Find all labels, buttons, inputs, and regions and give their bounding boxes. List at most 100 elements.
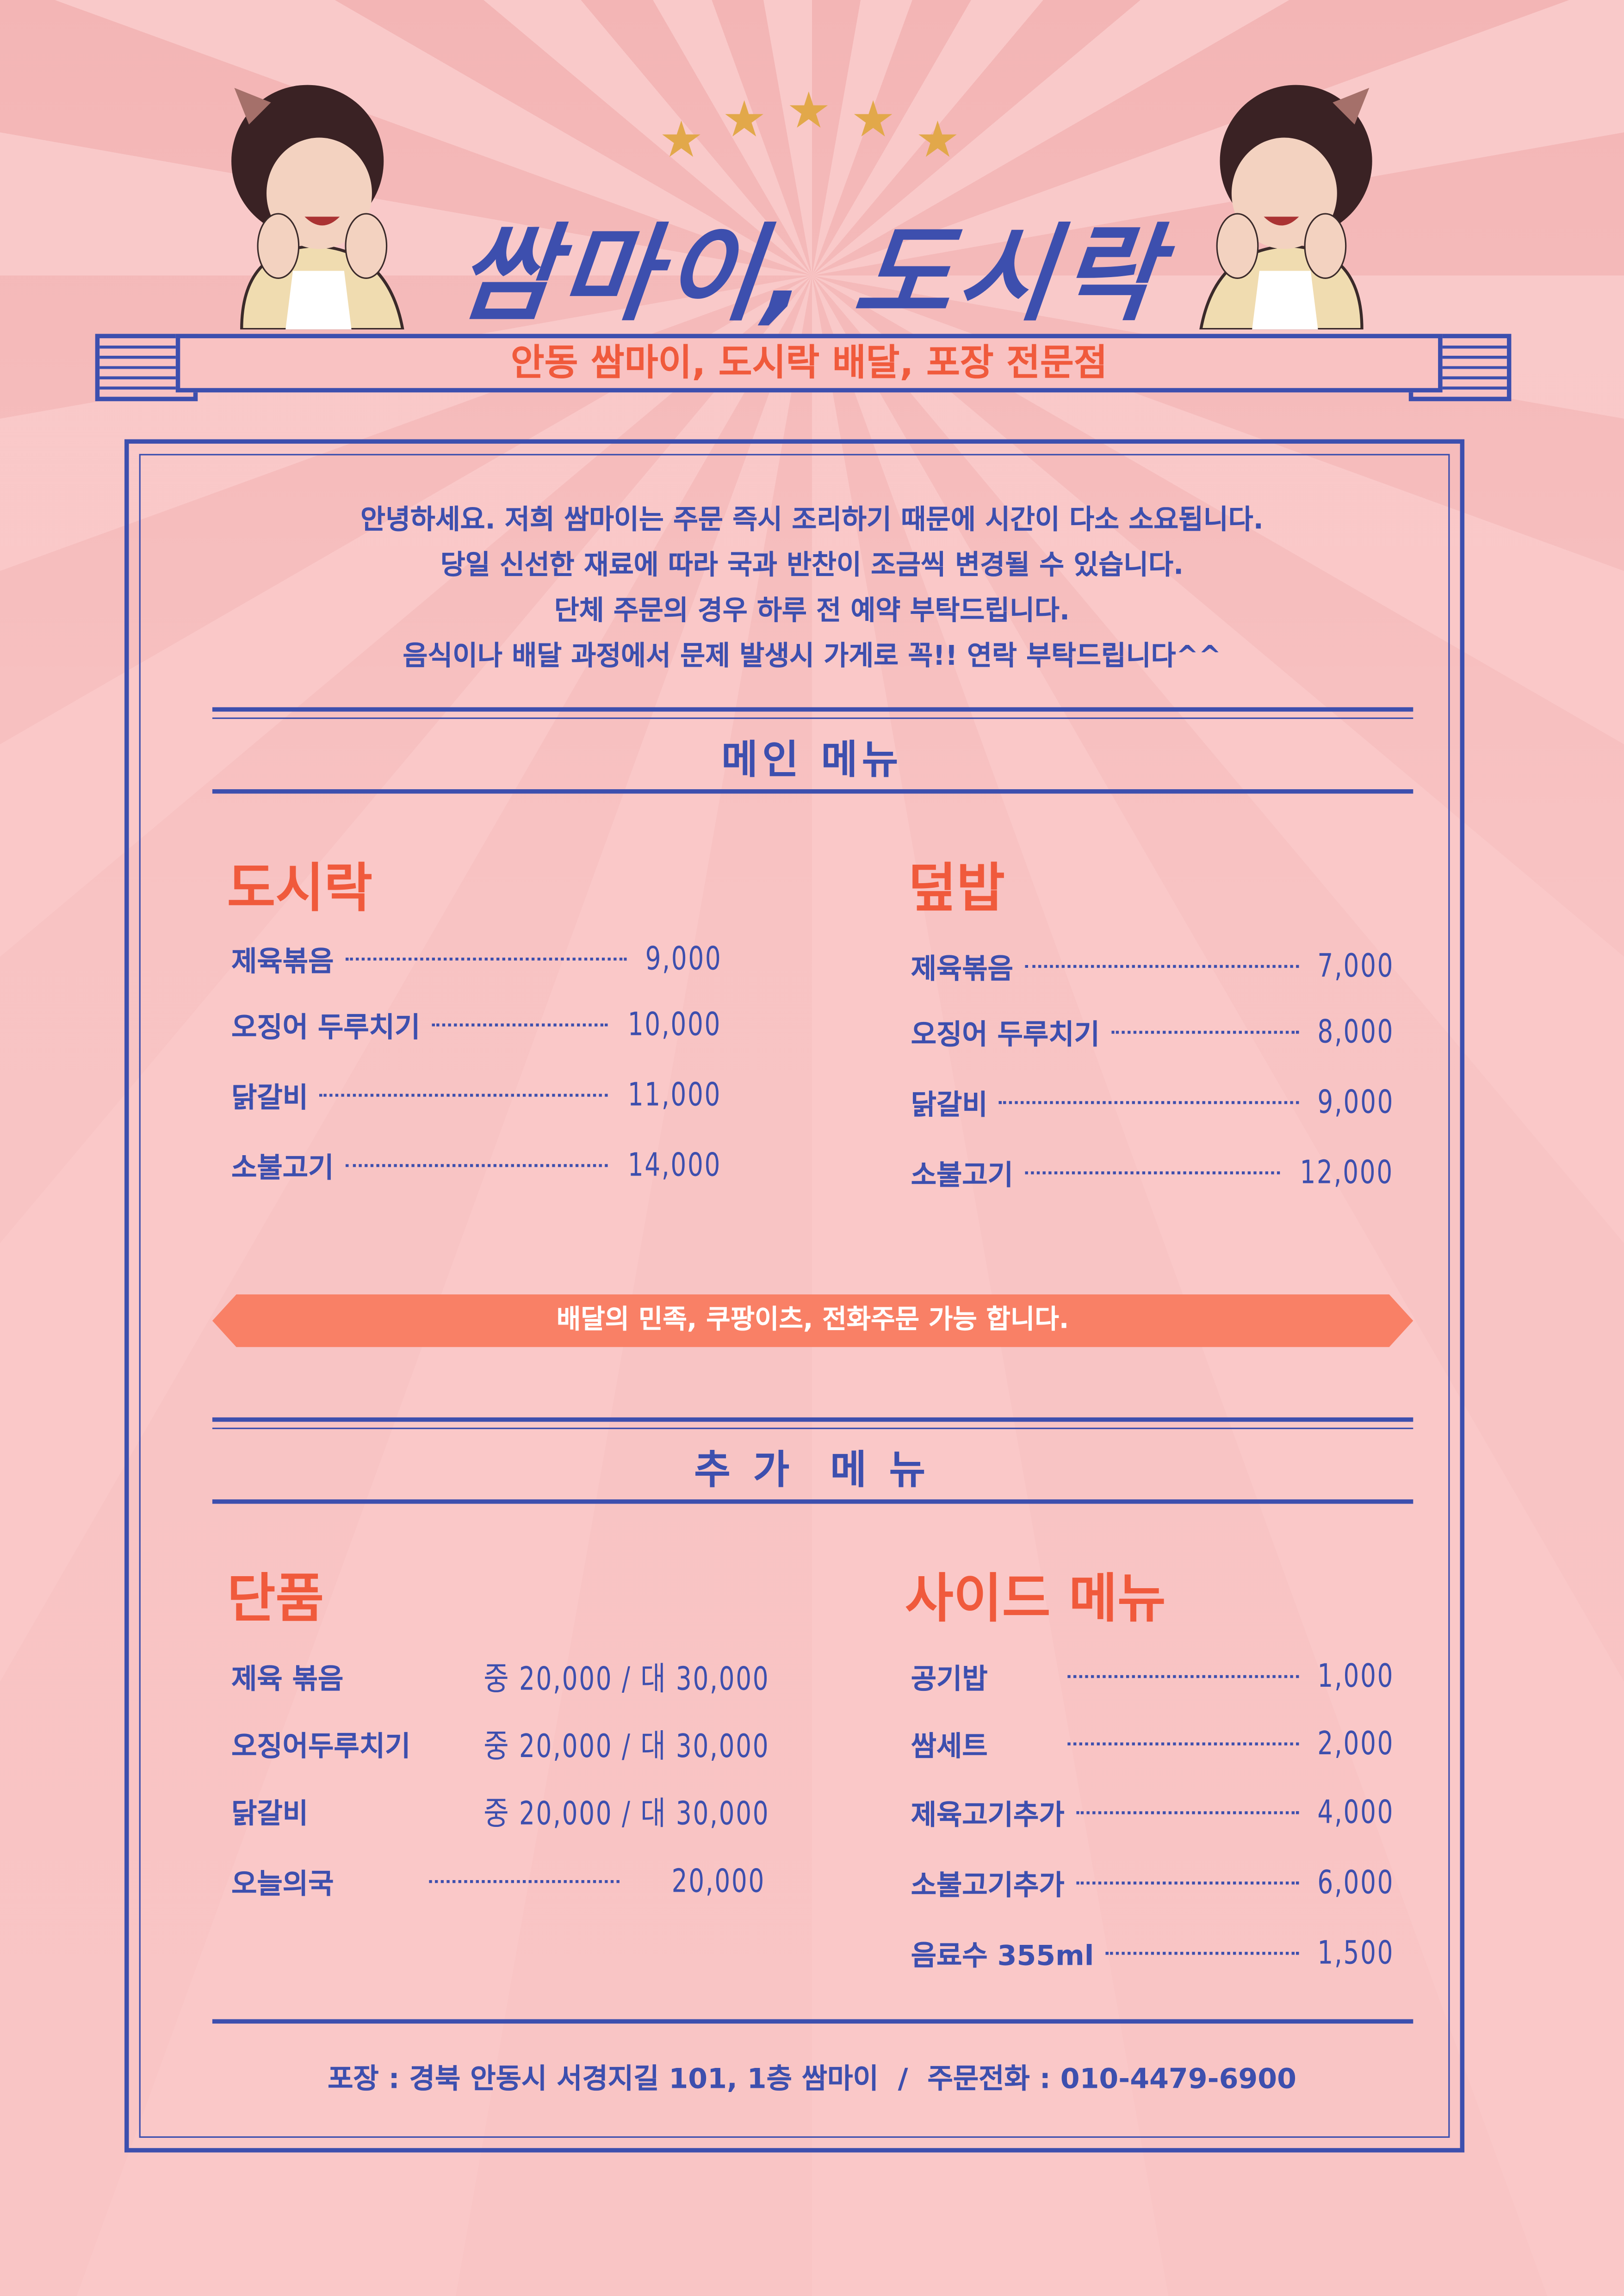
item-price: 10,000 xyxy=(627,1007,721,1044)
dot-leader xyxy=(1111,1031,1300,1034)
star-icon: ★ xyxy=(722,91,767,149)
deopbap-list: 제육볶음 7,000 오징어 두루치기 8,000 닭갈비 9,000 소불고기 12,… xyxy=(911,944,1401,1194)
item-name: 닭갈비 xyxy=(231,1081,309,1114)
dot-leader xyxy=(1068,1742,1300,1745)
list-item: 음료수 355ml 1,500 xyxy=(911,1931,1401,1975)
item-name: 오늘의국 xyxy=(231,1868,334,1900)
extra-menu-heading: 추 가 메 뉴 xyxy=(694,1448,930,1494)
item-name: 소불고기 xyxy=(911,1159,1014,1191)
delivery-banner: 배달의 민족, 쿠팡이츠, 전화주문 가능 합니다. xyxy=(212,1294,1413,1347)
item-name: 음료수 355ml xyxy=(911,1939,1094,1972)
dot-leader xyxy=(320,1094,607,1097)
category-single: 단품 xyxy=(227,1569,324,1630)
list-item: 오늘의국 20,000 xyxy=(231,1860,773,1904)
dot-leader xyxy=(1025,1171,1280,1175)
item-name: 제육볶음 xyxy=(911,952,1014,985)
item-name: 제육고기추가 xyxy=(911,1799,1065,1831)
star-icon: ★ xyxy=(786,82,831,141)
item-price: 중 20,000 / 대 30,000 xyxy=(483,1796,770,1833)
intro-line: 단체 주문의 경우 하루 전 예약 부탁드립니다. xyxy=(554,596,1070,627)
category-deopbap: 덮밥 xyxy=(908,859,1005,920)
star-icon: ★ xyxy=(659,111,704,170)
side-list: 공기밥 1,000 쌈세트 2,000 제육고기추가 4,000 소불고기추가 6,00… xyxy=(911,1655,1401,1975)
star-icon: ★ xyxy=(850,91,896,149)
girl-character-illustration xyxy=(231,85,404,330)
list-item: 쌈세트 2,000 xyxy=(911,1722,1401,1766)
item-price: 7,000 xyxy=(1318,948,1395,985)
category-dosirak: 도시락 xyxy=(227,859,373,920)
intro-text: 안녕하세요. 저희 쌈마이는 주문 즉시 조리하기 때문에 시간이 다소 소요됩… xyxy=(0,498,1624,679)
divider xyxy=(212,1417,1413,1422)
divider xyxy=(212,717,1413,719)
item-name: 공기밥 xyxy=(911,1662,988,1695)
item-name: 소불고기 xyxy=(231,1151,334,1184)
item-name: 오징어 두루치기 xyxy=(231,1011,421,1044)
list-item: 공기밥 1,000 xyxy=(911,1655,1401,1699)
item-price: 1,000 xyxy=(1318,1658,1395,1695)
list-item: 제육볶음 7,000 xyxy=(911,944,1401,988)
divider xyxy=(212,2019,1413,2024)
list-item: 닭갈비 중 20,000 / 대 30,000 xyxy=(231,1789,817,1833)
intro-line: 안녕하세요. 저희 쌈마이는 주문 즉시 조리하기 때문에 시간이 다소 소요됩… xyxy=(360,505,1264,536)
footer-address-phone: 포장 : 경북 안동시 서경지길 101, 1층 쌈마이 / 주문전화 : 01… xyxy=(328,2063,1296,2096)
list-item: 제육볶음 9,000 xyxy=(231,937,729,981)
category-side: 사이드 메뉴 xyxy=(905,1569,1166,1630)
item-price: 12,000 xyxy=(1299,1154,1394,1191)
item-price: 11,000 xyxy=(627,1077,721,1114)
list-item: 제육고기추가 4,000 xyxy=(911,1791,1401,1835)
page-title: 쌈마이, 도시락 xyxy=(452,212,1171,335)
list-item: 오징어두루치기 중 20,000 / 대 30,000 xyxy=(231,1722,817,1766)
list-item: 소불고기 12,000 xyxy=(911,1151,1401,1195)
item-name: 오징어두루치기 xyxy=(231,1730,411,1763)
dosirak-list: 제육볶음 9,000 오징어 두루치기 10,000 닭갈비 11,000 소불고기 1… xyxy=(231,937,729,1188)
list-item: 닭갈비 11,000 xyxy=(231,1073,729,1117)
list-item: 닭갈비 9,000 xyxy=(911,1081,1401,1125)
list-item: 소불고기추가 6,000 xyxy=(911,1861,1401,1905)
item-price: 중 20,000 / 대 30,000 xyxy=(483,1662,770,1699)
dot-leader xyxy=(1076,1811,1300,1814)
dot-leader xyxy=(432,1023,607,1027)
divider xyxy=(212,789,1413,794)
item-name: 닭갈비 xyxy=(231,1797,309,1830)
dot-leader xyxy=(1105,1952,1300,1955)
item-price: 14,000 xyxy=(627,1147,721,1184)
item-price: 중 20,000 / 대 30,000 xyxy=(483,1729,770,1766)
intro-line: 음식이나 배달 과정에서 문제 발생시 가게로 꼭!! 연락 부탁드립니다^^ xyxy=(403,641,1221,672)
dot-leader xyxy=(999,1101,1300,1104)
item-price: 8,000 xyxy=(1318,1014,1395,1051)
item-name: 닭갈비 xyxy=(911,1089,988,1121)
star-icon: ★ xyxy=(915,111,960,170)
dot-leader xyxy=(1068,1675,1300,1678)
item-price: 9,000 xyxy=(645,941,723,978)
item-name: 제육 볶음 xyxy=(231,1662,344,1695)
item-price: 1,500 xyxy=(1318,1935,1395,1972)
dot-leader xyxy=(1025,965,1300,968)
item-name: 쌈세트 xyxy=(911,1730,988,1763)
list-item: 오징어 두루치기 8,000 xyxy=(911,1010,1401,1054)
single-list: 제육 볶음 중 20,000 / 대 30,000 오징어두루치기 중 20,000… xyxy=(231,1655,817,1904)
list-item: 소불고기 14,000 xyxy=(231,1144,729,1188)
divider xyxy=(212,707,1413,712)
list-item: 제육 볶음 중 20,000 / 대 30,000 xyxy=(231,1655,817,1699)
item-price: 4,000 xyxy=(1318,1794,1395,1831)
dot-leader xyxy=(345,1164,607,1167)
dot-leader xyxy=(345,957,627,961)
decorative-frame xyxy=(124,439,1465,2153)
item-price: 6,000 xyxy=(1318,1864,1395,1901)
divider xyxy=(212,1499,1413,1504)
item-name: 소불고기추가 xyxy=(911,1869,1065,1901)
item-price: 9,000 xyxy=(1318,1084,1395,1121)
item-price: 2,000 xyxy=(1318,1726,1395,1763)
girl-character-illustration xyxy=(1199,85,1372,330)
decorative-frame-inner xyxy=(139,454,1450,2138)
item-name: 제육볶음 xyxy=(231,945,334,978)
intro-line: 당일 신선한 재료에 따라 국과 반찬이 조금씩 변경될 수 있습니다. xyxy=(440,551,1184,582)
dot-leader xyxy=(1076,1881,1300,1885)
dot-leader xyxy=(429,1880,620,1883)
item-name: 오징어 두루치기 xyxy=(911,1018,1100,1051)
main-menu-heading: 메인 메뉴 xyxy=(721,738,903,784)
list-item: 오징어 두루치기 10,000 xyxy=(231,1003,729,1047)
divider xyxy=(212,1427,1413,1430)
subtitle-ribbon: 안동 쌈마이, 도시락 배달, 포장 전문점 xyxy=(175,334,1443,393)
